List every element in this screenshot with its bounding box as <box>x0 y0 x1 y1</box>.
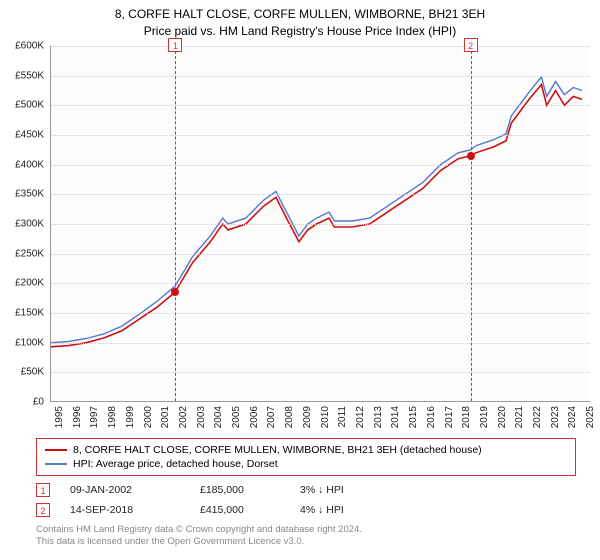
x-axis-label: 2011 <box>337 406 348 428</box>
sale-price: £185,000 <box>200 484 280 496</box>
y-axis-label: £50K <box>21 367 44 378</box>
x-axis-label: 2010 <box>320 406 331 428</box>
gridline <box>51 372 590 373</box>
y-axis-label: £200K <box>15 278 44 289</box>
x-axis-label: 1998 <box>107 406 118 428</box>
y-axis-label: £250K <box>15 248 44 259</box>
gridline <box>51 194 590 195</box>
x-axis-label: 1999 <box>125 406 136 428</box>
gridline <box>51 165 590 166</box>
x-axis-label: 2023 <box>550 406 561 428</box>
series-line-hpi <box>51 77 582 343</box>
legend-swatch-hpi <box>45 463 67 465</box>
x-axis-label: 2021 <box>514 406 525 428</box>
x-axis-label: 2024 <box>567 406 578 428</box>
y-axis-label: £100K <box>15 337 44 348</box>
legend-box: 8, CORFE HALT CLOSE, CORFE MULLEN, WIMBO… <box>36 438 576 476</box>
x-axis-label: 2017 <box>444 406 455 428</box>
y-axis-label: £150K <box>15 308 44 319</box>
chart-title-block: 8, CORFE HALT CLOSE, CORFE MULLEN, WIMBO… <box>0 0 600 40</box>
x-axis-label: 2022 <box>532 406 543 428</box>
x-axis-label: 1996 <box>72 406 83 428</box>
x-axis-label: 2014 <box>390 406 401 428</box>
x-axis-label: 2015 <box>408 406 419 428</box>
x-axis-label: 2002 <box>178 406 189 428</box>
x-axis-label: 2018 <box>461 406 472 428</box>
x-axis-label: 1997 <box>89 406 100 428</box>
series-line-property <box>51 85 582 347</box>
x-axis-label: 2020 <box>497 406 508 428</box>
x-axis-label: 2005 <box>231 406 242 428</box>
x-axis-label: 2001 <box>160 406 171 428</box>
gridline <box>51 224 590 225</box>
title-line-1: 8, CORFE HALT CLOSE, CORFE MULLEN, WIMBO… <box>0 6 600 23</box>
x-axis-label: 2025 <box>585 406 596 428</box>
gridline <box>51 283 590 284</box>
gridline <box>51 46 590 47</box>
legend-label-property: 8, CORFE HALT CLOSE, CORFE MULLEN, WIMBO… <box>73 444 482 456</box>
y-axis-label: £300K <box>15 219 44 230</box>
gridline <box>51 254 590 255</box>
sale-row: 1 09-JAN-2002 £185,000 3% ↓ HPI <box>36 480 390 500</box>
x-axis-label: 2006 <box>249 406 260 428</box>
sale-hpi-delta: 4% ↓ HPI <box>300 504 390 516</box>
sale-row: 2 14-SEP-2018 £415,000 4% ↓ HPI <box>36 500 390 520</box>
gridline <box>51 313 590 314</box>
sale-date: 09-JAN-2002 <box>70 484 180 496</box>
gridline <box>51 135 590 136</box>
sale-date: 14-SEP-2018 <box>70 504 180 516</box>
x-axis-label: 2019 <box>479 406 490 428</box>
sale-point-dot <box>171 288 179 296</box>
x-axis-label: 2003 <box>196 406 207 428</box>
sale-date-line <box>175 46 176 401</box>
title-line-2: Price paid vs. HM Land Registry's House … <box>0 23 600 40</box>
plot-area: £0£50K£100K£150K£200K£250K£300K£350K£400… <box>50 46 590 402</box>
sales-table: 1 09-JAN-2002 £185,000 3% ↓ HPI 2 14-SEP… <box>36 480 390 520</box>
sale-point-dot <box>467 152 475 160</box>
x-axis-label: 2009 <box>302 406 313 428</box>
y-axis-label: £0 <box>33 397 44 408</box>
y-axis-label: £550K <box>15 70 44 81</box>
footnote-line-2: This data is licensed under the Open Gov… <box>36 536 362 548</box>
y-axis-label: £400K <box>15 159 44 170</box>
x-axis-label: 2008 <box>284 406 295 428</box>
y-axis-label: £500K <box>15 100 44 111</box>
legend-label-hpi: HPI: Average price, detached house, Dors… <box>73 458 278 470</box>
x-axis-label: 1995 <box>54 406 65 428</box>
legend-row-hpi: HPI: Average price, detached house, Dors… <box>45 457 567 471</box>
y-axis-label: £350K <box>15 189 44 200</box>
legend-row-property: 8, CORFE HALT CLOSE, CORFE MULLEN, WIMBO… <box>45 443 567 457</box>
sale-marker-badge: 1 <box>168 38 182 52</box>
gridline <box>51 76 590 77</box>
gridline <box>51 105 590 106</box>
footnote: Contains HM Land Registry data © Crown c… <box>36 524 362 549</box>
gridline <box>51 343 590 344</box>
y-axis-label: £450K <box>15 130 44 141</box>
chart-area: £0£50K£100K£150K£200K£250K£300K£350K£400… <box>50 46 590 402</box>
x-axis-label: 2013 <box>373 406 384 428</box>
x-axis-label: 2012 <box>355 406 366 428</box>
sale-marker-badge: 2 <box>464 38 478 52</box>
x-axis-label: 2000 <box>143 406 154 428</box>
x-axis-label: 2004 <box>213 406 224 428</box>
sale-date-line <box>471 46 472 401</box>
sale-hpi-delta: 3% ↓ HPI <box>300 484 390 496</box>
sale-price: £415,000 <box>200 504 280 516</box>
y-axis-label: £600K <box>15 41 44 52</box>
footnote-line-1: Contains HM Land Registry data © Crown c… <box>36 524 362 536</box>
sale-index-badge: 2 <box>36 503 50 517</box>
sale-index-badge: 1 <box>36 483 50 497</box>
x-axis-label: 2016 <box>426 406 437 428</box>
x-axis-label: 2007 <box>266 406 277 428</box>
legend-swatch-property <box>45 449 67 451</box>
